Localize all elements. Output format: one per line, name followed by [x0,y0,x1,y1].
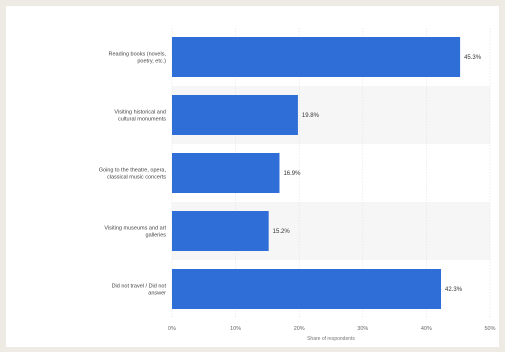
bar-value-label: 16.9% [283,171,301,177]
category-label: Visiting historical and cultural monument… [114,110,166,123]
bar-value-label: 15.2% [273,229,291,235]
bars [172,37,461,309]
x-tick-label: 50% [484,326,495,332]
bar [172,37,461,77]
x-axis-title: Share of respondents [307,336,355,342]
x-tick-label: 20% [294,326,305,332]
bar-chart: Reading books (novels, poetry, etc.) Visit… [99,28,496,342]
x-tick-label: 30% [357,326,368,332]
bar [172,211,269,251]
x-tick-label: 0% [168,326,176,332]
bar-value-label: 42.3% [445,287,463,293]
category-label: Did not travel / Did not answer [112,284,167,297]
x-tick-label: 40% [421,326,432,332]
category-label: Visiting museums and art galleries [104,226,166,239]
bar-value-label: 45.3% [464,55,482,61]
bar [172,269,442,309]
category-label: Reading books (novels, poetry, etc.) [109,52,167,65]
category-label: Going to the theatre, opera, classical mu… [99,168,167,181]
x-tick-labels: 0% 10% 20% 30% 40% 50% [168,326,496,332]
bar-value-label: 19.8% [302,113,320,119]
bar [172,153,280,193]
bar [172,95,298,135]
category-labels: Reading books (novels, poetry, etc.) Visit… [99,52,167,297]
x-tick-label: 10% [230,326,241,332]
value-labels: 45.3% 19.8% 16.9% 15.2% 42.3% [273,55,482,293]
chart-panel: Reading books (novels, poetry, etc.) Visit… [6,6,499,347]
